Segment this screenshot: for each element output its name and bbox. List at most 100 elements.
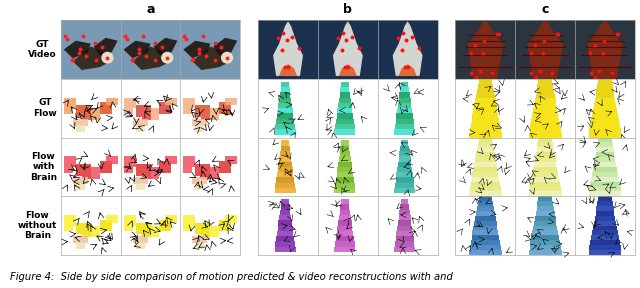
- Polygon shape: [531, 123, 560, 128]
- Text: GT
Video: GT Video: [28, 40, 57, 59]
- Polygon shape: [184, 156, 195, 167]
- Polygon shape: [275, 129, 296, 134]
- Polygon shape: [278, 226, 292, 231]
- Polygon shape: [136, 242, 145, 249]
- Polygon shape: [76, 125, 84, 132]
- Polygon shape: [467, 20, 503, 79]
- Polygon shape: [529, 128, 561, 133]
- Polygon shape: [595, 98, 615, 103]
- Polygon shape: [477, 142, 493, 147]
- Polygon shape: [470, 245, 501, 250]
- Polygon shape: [590, 123, 620, 128]
- Polygon shape: [278, 162, 292, 167]
- Polygon shape: [536, 89, 554, 94]
- Polygon shape: [340, 146, 349, 151]
- Polygon shape: [278, 103, 292, 108]
- Polygon shape: [193, 236, 207, 243]
- Polygon shape: [280, 87, 289, 92]
- Polygon shape: [100, 102, 111, 114]
- Polygon shape: [401, 141, 408, 146]
- Polygon shape: [591, 177, 619, 181]
- Polygon shape: [132, 47, 172, 70]
- Polygon shape: [91, 108, 100, 120]
- Polygon shape: [124, 98, 136, 108]
- Polygon shape: [533, 167, 557, 172]
- Polygon shape: [336, 177, 354, 183]
- Text: Figure 4:  Side by side comparison of motion predicted & video reconstructions w: Figure 4: Side by side comparison of mot…: [10, 272, 452, 282]
- Polygon shape: [396, 231, 413, 236]
- Polygon shape: [527, 20, 563, 79]
- Polygon shape: [136, 183, 145, 190]
- Polygon shape: [531, 240, 560, 245]
- Polygon shape: [396, 172, 413, 177]
- Polygon shape: [195, 223, 202, 234]
- Polygon shape: [538, 79, 552, 84]
- Polygon shape: [282, 82, 289, 87]
- Polygon shape: [399, 151, 410, 156]
- Polygon shape: [472, 230, 499, 235]
- Polygon shape: [474, 226, 497, 230]
- Polygon shape: [76, 164, 82, 176]
- Polygon shape: [475, 157, 496, 162]
- Polygon shape: [595, 94, 614, 98]
- Polygon shape: [598, 196, 612, 201]
- Polygon shape: [159, 161, 172, 173]
- Polygon shape: [159, 220, 172, 232]
- Polygon shape: [476, 94, 495, 98]
- Polygon shape: [275, 188, 296, 193]
- Polygon shape: [474, 108, 497, 113]
- Polygon shape: [394, 129, 415, 134]
- Polygon shape: [280, 151, 291, 156]
- Polygon shape: [476, 152, 495, 157]
- Polygon shape: [340, 210, 350, 215]
- Polygon shape: [597, 84, 612, 89]
- Polygon shape: [184, 215, 195, 226]
- Polygon shape: [596, 147, 614, 152]
- Polygon shape: [474, 103, 497, 108]
- Polygon shape: [166, 98, 177, 105]
- Polygon shape: [279, 98, 291, 103]
- Polygon shape: [470, 240, 500, 245]
- Polygon shape: [396, 113, 413, 119]
- Polygon shape: [335, 183, 355, 188]
- Polygon shape: [341, 199, 349, 204]
- Polygon shape: [338, 103, 351, 108]
- Polygon shape: [469, 250, 502, 255]
- Polygon shape: [154, 38, 177, 55]
- Polygon shape: [536, 211, 555, 216]
- Polygon shape: [595, 211, 614, 216]
- Polygon shape: [400, 204, 409, 210]
- Polygon shape: [538, 142, 553, 147]
- Polygon shape: [193, 177, 207, 185]
- Polygon shape: [276, 236, 294, 241]
- Polygon shape: [337, 226, 353, 231]
- Polygon shape: [278, 167, 292, 172]
- Polygon shape: [282, 141, 289, 146]
- Polygon shape: [195, 105, 202, 117]
- Polygon shape: [593, 108, 617, 113]
- Polygon shape: [470, 123, 500, 128]
- Polygon shape: [336, 236, 354, 241]
- Polygon shape: [76, 242, 84, 249]
- Polygon shape: [479, 79, 492, 84]
- Polygon shape: [592, 172, 618, 177]
- Polygon shape: [529, 133, 562, 138]
- Polygon shape: [195, 183, 204, 190]
- Polygon shape: [589, 186, 621, 191]
- Polygon shape: [401, 199, 408, 204]
- Polygon shape: [472, 235, 499, 240]
- Polygon shape: [276, 119, 294, 124]
- Polygon shape: [282, 199, 289, 204]
- Polygon shape: [470, 181, 500, 186]
- Polygon shape: [398, 220, 412, 226]
- Polygon shape: [395, 183, 414, 188]
- Polygon shape: [202, 223, 211, 237]
- Polygon shape: [150, 108, 159, 120]
- Polygon shape: [595, 216, 615, 221]
- Polygon shape: [106, 156, 118, 164]
- Polygon shape: [397, 226, 412, 231]
- Polygon shape: [195, 164, 202, 176]
- Polygon shape: [340, 204, 349, 210]
- Polygon shape: [340, 92, 350, 98]
- Polygon shape: [398, 103, 412, 108]
